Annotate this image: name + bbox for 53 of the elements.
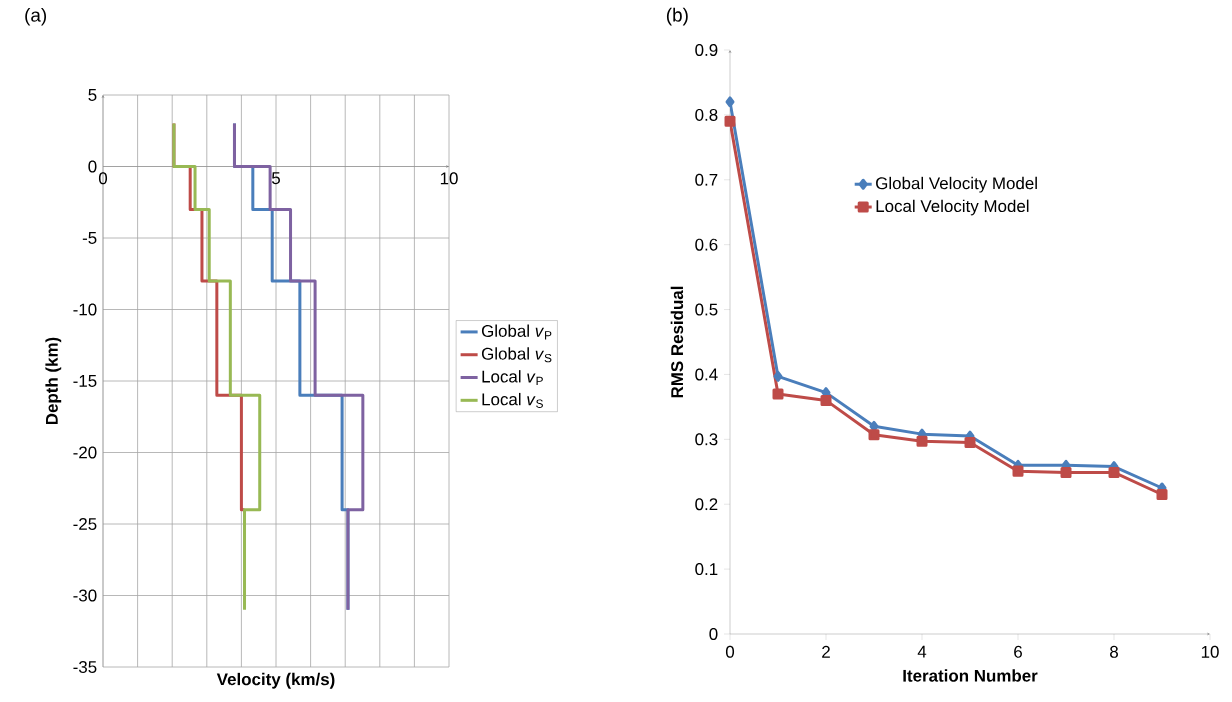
- y-axis-title: RMS Residual: [670, 286, 684, 398]
- y-tick-label: -35: [73, 661, 97, 673]
- legend-label: Local Velocity Model: [876, 199, 1029, 216]
- y-tick-label: 5: [88, 89, 97, 101]
- y-tick-label: 0.1: [695, 563, 718, 576]
- x-tick-label: 5: [271, 172, 280, 185]
- point: [1108, 466, 1120, 478]
- legend-label: Local v$_{S}$: [482, 392, 543, 408]
- x-tick-label: 8: [1110, 645, 1118, 658]
- point: [868, 429, 880, 441]
- x-tick-label: 2: [822, 645, 830, 658]
- legend-label: Global v$_{P}$: [481, 324, 552, 340]
- point: [1012, 465, 1024, 477]
- y-axis-title: Depth (km): [45, 337, 62, 425]
- y-tick-label: -10: [73, 303, 97, 316]
- x-tick-label: 4: [917, 645, 927, 658]
- legend-label: Local v$_{P}$: [482, 370, 543, 385]
- y-tick-label: -30: [73, 589, 97, 602]
- y-tick-label: -5: [82, 232, 97, 244]
- point: [772, 388, 784, 400]
- y-tick-label: 0.4: [695, 368, 718, 381]
- point: [725, 96, 735, 108]
- y-tick-label: 0: [709, 628, 718, 640]
- y-tick-label: 0.2: [695, 498, 718, 511]
- point: [820, 394, 832, 406]
- x-tick-label: 0: [725, 645, 735, 658]
- y-tick-label: 0.5: [695, 303, 718, 316]
- chart-title: (a): [25, 7, 47, 26]
- y-tick-label: 0.6: [695, 238, 718, 251]
- x-tick-label: 0: [98, 172, 108, 185]
- x-tick-label: 10: [1201, 645, 1219, 658]
- x-tick-label: 6: [1014, 645, 1022, 658]
- y-tick-label: -25: [73, 518, 97, 530]
- y-tick-label: -20: [73, 446, 97, 459]
- y-tick-label: 0.8: [695, 108, 718, 121]
- point: [1156, 488, 1168, 500]
- y-tick-label: 0: [88, 160, 97, 173]
- y-tick-label: 0.9: [695, 43, 718, 56]
- point: [773, 370, 783, 382]
- point: [964, 437, 976, 449]
- legend-label: Global v$_{S}$: [481, 347, 552, 363]
- chart-title: (b): [666, 7, 688, 26]
- point: [724, 115, 736, 127]
- x-tick-label: 10: [440, 172, 458, 185]
- point: [1060, 466, 1072, 478]
- point: [916, 435, 928, 447]
- y-tick-label: 0.3: [695, 433, 718, 446]
- x-axis-title: Velocity (km/s): [216, 672, 335, 689]
- line-series: [172, 122, 262, 612]
- y-tick-label: 0.7: [695, 173, 718, 186]
- x-axis-title: Iteration Number: [903, 669, 1038, 682]
- legend-label: Global Velocity Model: [876, 176, 1037, 193]
- y-tick-label: -15: [73, 375, 97, 387]
